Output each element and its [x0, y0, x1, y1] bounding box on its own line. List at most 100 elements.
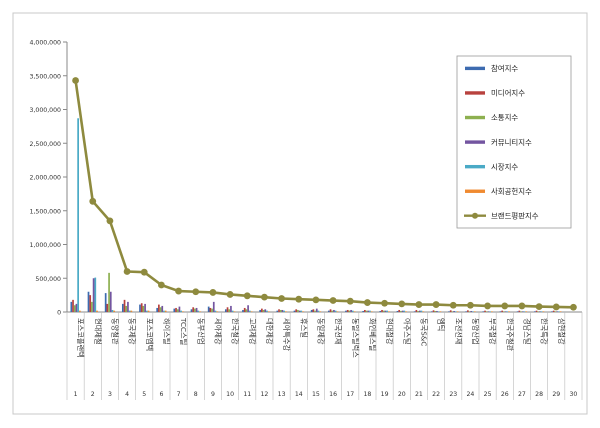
legend-label: 브랜드평판지수 [491, 212, 539, 221]
bar-사회공헌지수 [542, 311, 545, 312]
bar-시장지수 [420, 310, 423, 312]
y-tick-label: 4,000,000 [30, 40, 62, 47]
bar-참여지수 [242, 309, 244, 312]
bar-사회공헌지수 [302, 311, 304, 312]
y-tick-label: 2,500,000 [30, 141, 62, 148]
category-label: 세아특수강 [282, 318, 291, 351]
bar-시장지수 [523, 311, 526, 312]
y-tick-label: 3,500,000 [30, 73, 62, 80]
bar-참여지수 [327, 310, 330, 312]
bar-시장지수 [454, 311, 457, 312]
bar-소통지수 [314, 310, 316, 312]
bar-사회공헌지수 [490, 311, 493, 312]
bar-시장지수 [369, 310, 371, 312]
bar-소통지수 [348, 310, 351, 312]
bar-참여지수 [499, 311, 502, 312]
line-point [398, 300, 406, 308]
bar-커뮤니티지수 [539, 311, 541, 312]
bar-시장지수 [145, 310, 148, 312]
bar-사회공헌지수 [439, 311, 442, 312]
line-point [295, 295, 303, 303]
bar-소통지수 [331, 310, 334, 312]
bar-시장지수 [300, 310, 303, 312]
legend-swatch [465, 140, 485, 144]
bar-참여지수 [139, 304, 141, 312]
bar-미디어지수 [501, 310, 504, 312]
bar-시장지수 [214, 310, 217, 312]
bar-커뮤니티지수 [298, 310, 301, 312]
bar-소통지수 [485, 311, 488, 312]
bar-사회공헌지수 [508, 311, 510, 312]
bar-커뮤니티지수 [161, 305, 164, 312]
bar-커뮤니티지수 [281, 309, 284, 312]
bar-미디어지수 [192, 307, 195, 312]
bar-시장지수 [472, 311, 474, 312]
legend-label: 시장지수 [491, 162, 518, 171]
category-label: 동양철관 [110, 318, 119, 345]
x-index-label: 23 [449, 391, 457, 398]
bar-참여지수 [516, 311, 519, 312]
line-point [364, 299, 371, 306]
category-label: 부국철강 [488, 318, 497, 345]
bar-미디어지수 [449, 310, 452, 312]
legend-swatch [465, 115, 485, 120]
line-point [415, 301, 423, 308]
line-point [261, 293, 268, 301]
bar-커뮤니티지수 [109, 291, 112, 312]
category-label: 동일스틸럭스 [351, 318, 360, 358]
bar-소통지수 [417, 310, 419, 312]
bar-커뮤니티지수 [75, 303, 78, 312]
bar-미디어지수 [89, 295, 92, 312]
bar-시장지수 [111, 309, 114, 312]
bar-커뮤니티지수 [453, 310, 455, 312]
category-label: 엠틱 [437, 318, 446, 331]
legend-label: 소통지수 [491, 113, 518, 122]
x-index-label: 18 [363, 391, 371, 398]
bar-미디어지수 [123, 299, 126, 312]
category-label: 현대제철 [93, 318, 102, 344]
x-index-label: 13 [278, 391, 286, 398]
bar-시장지수 [231, 310, 234, 312]
category-label: 한국특강 [540, 318, 549, 345]
legend-swatch [465, 66, 485, 71]
bar-커뮤니티지수 [401, 310, 404, 312]
x-index-label: 4 [125, 391, 129, 398]
bar-참여지수 [293, 310, 296, 312]
x-index-label: 24 [466, 391, 474, 398]
bar-미디어지수 [295, 309, 298, 312]
bar-사회공헌지수 [456, 311, 459, 312]
x-index-label: 11 [243, 391, 251, 398]
bar-커뮤니티지수 [212, 301, 215, 312]
bar-사회공헌지수 [181, 311, 184, 312]
bar-참여지수 [482, 311, 485, 312]
bar-커뮤니티지수 [436, 310, 438, 312]
bar-미디어지수 [140, 303, 143, 312]
bar-참여지수 [430, 311, 433, 312]
x-index-label: 2 [91, 391, 95, 398]
line-point [123, 268, 131, 275]
bar-커뮤니티지수 [195, 307, 198, 312]
category-label: 동국제강 [128, 318, 137, 345]
bar-미디어지수 [398, 309, 401, 312]
category-label: 화인베스틸 [368, 318, 377, 351]
bar-사회공헌지수 [250, 311, 253, 312]
bar-사회공헌지수 [216, 311, 219, 312]
bar-소통지수 [451, 311, 454, 312]
line-point [501, 302, 509, 310]
bar-시장지수 [266, 310, 268, 312]
bar-시장지수 [386, 310, 388, 312]
bar-사회공헌지수 [78, 310, 81, 312]
bar-소통지수 [434, 310, 437, 312]
legend-label: 미디어지수 [491, 89, 525, 98]
bar-참여지수 [87, 291, 90, 312]
bar-소통지수 [91, 301, 93, 312]
bar-참여지수 [70, 301, 73, 312]
bar-참여지수 [533, 311, 536, 312]
line-point [106, 217, 114, 225]
line-point [467, 301, 474, 309]
bar-미디어지수 [72, 299, 74, 312]
bar-참여지수 [173, 308, 176, 312]
legend-line-marker [472, 212, 478, 219]
